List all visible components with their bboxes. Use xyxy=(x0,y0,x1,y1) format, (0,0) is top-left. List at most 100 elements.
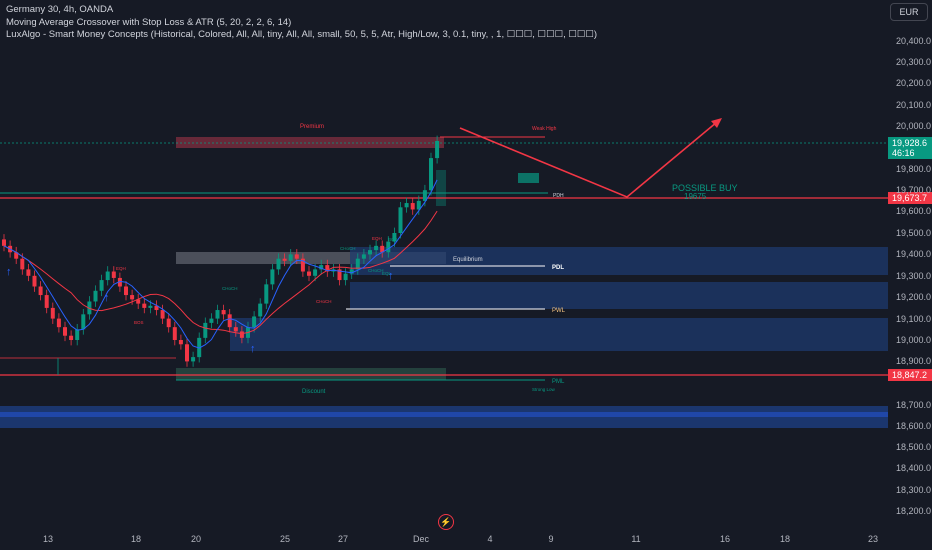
moving-averages xyxy=(3,179,438,349)
candle-body xyxy=(32,275,37,287)
candle-body xyxy=(337,269,342,281)
smc-zones xyxy=(0,137,888,428)
price-axis-label: 19,300.0 xyxy=(896,271,932,281)
current-price-value: 19,928.6 xyxy=(892,138,928,148)
time-axis-label: 9 xyxy=(548,534,554,544)
labels: Premium Weak High POSSIBLE BUY 19675 Equ… xyxy=(116,124,738,395)
candle-body xyxy=(435,140,440,159)
price-chart[interactable]: ↑ ↑ ↑ ↑ Premium Weak High POSSIBLE BUY 1… xyxy=(0,0,888,528)
lightning-icon[interactable]: ⚡ xyxy=(438,514,454,530)
bos-label: BOS xyxy=(134,320,144,325)
pml-label: PML xyxy=(552,379,565,385)
price-axis-label: 20,000.0 xyxy=(896,121,932,131)
countdown-value: 46:16 xyxy=(892,148,915,158)
choch-label: CHoCH xyxy=(368,268,384,273)
price-axis-label: 18,700.0 xyxy=(896,400,932,410)
candle-body xyxy=(221,310,226,315)
weak-high-label: Weak High xyxy=(532,126,557,132)
candle-body xyxy=(270,269,275,285)
candle-body xyxy=(294,254,299,259)
candle-body xyxy=(258,303,263,317)
time-axis-label: 27 xyxy=(337,534,349,544)
candle-body xyxy=(75,329,80,340)
price-axis-label: 18,900.0 xyxy=(896,356,932,366)
projection-path xyxy=(459,121,718,198)
candle-body xyxy=(154,305,159,311)
buy-arrow-icon: ↑ xyxy=(250,343,256,355)
candle-body xyxy=(209,318,214,323)
time-axis-label: 18 xyxy=(779,534,791,544)
candle-body xyxy=(227,314,232,328)
candle-body xyxy=(2,239,6,246)
candle-body xyxy=(166,318,171,328)
price-axis-label: 20,100.0 xyxy=(896,100,932,110)
price-axis-label: 19,800.0 xyxy=(896,164,932,174)
demand-zone-1 xyxy=(350,247,888,275)
level-low-tag: 18,847.2 xyxy=(888,369,932,381)
candle-body xyxy=(56,318,61,328)
candle-body xyxy=(410,203,415,210)
candle-body xyxy=(63,327,67,336)
indicator-smc[interactable]: LuxAlgo - Smart Money Concepts (Historic… xyxy=(6,29,598,40)
currency-button[interactable]: EUR xyxy=(890,3,928,21)
price-axis-label: 19,400.0 xyxy=(896,249,932,259)
price-axis-label: 19,500.0 xyxy=(896,228,932,238)
candle-body xyxy=(300,258,305,272)
candle-body xyxy=(374,245,379,251)
candle-body xyxy=(398,207,403,233)
fvg-box-2 xyxy=(436,170,446,206)
candle-body xyxy=(282,258,287,261)
candle-body xyxy=(203,322,208,338)
current-price-tag: 19,928.6 46:16 xyxy=(888,137,932,159)
time-axis-label: 18 xyxy=(130,534,142,544)
candle-body xyxy=(81,314,86,330)
pdl-label: PDL xyxy=(552,265,564,271)
price-axis-label: 19,700.0 xyxy=(896,185,932,195)
candle-body xyxy=(422,190,427,201)
possible-buy-price: 19675 xyxy=(684,192,707,201)
candle-body xyxy=(117,277,122,287)
candle-body xyxy=(142,303,147,308)
time-axis-label: Dec xyxy=(412,534,430,544)
price-axis-label: 19,600.0 xyxy=(896,206,932,216)
choch-label: CHoCH xyxy=(316,299,332,304)
candle-body xyxy=(191,357,196,362)
candle-body xyxy=(136,299,141,304)
strong-low-label: Strong Low xyxy=(532,387,556,392)
buy-arrow-icon: ↑ xyxy=(6,266,12,278)
indicator-ma-crossover[interactable]: Moving Average Crossover with Stop Loss … xyxy=(6,16,292,28)
price-axis-label: 20,300.0 xyxy=(896,57,932,67)
candle-body xyxy=(93,290,98,302)
price-axis-label: 20,400.0 xyxy=(896,36,932,46)
candles xyxy=(2,135,440,367)
premium-zone xyxy=(176,137,444,148)
time-axis-label: 23 xyxy=(867,534,879,544)
buy-arrow-icon: ↑ xyxy=(388,270,394,282)
price-axis-label: 18,400.0 xyxy=(896,463,932,473)
discount-zone xyxy=(176,368,446,380)
price-axis-label: 19,200.0 xyxy=(896,292,932,302)
ma-fast-line xyxy=(3,179,438,349)
candle-body xyxy=(69,335,74,340)
signal-arrows: ↑ ↑ ↑ ↑ xyxy=(6,266,394,355)
time-axis-label: 4 xyxy=(487,534,493,544)
candle-body xyxy=(178,340,183,345)
candle-body xyxy=(239,331,244,338)
price-axis-label: 19,100.0 xyxy=(896,314,932,324)
candle-body xyxy=(276,258,281,270)
candle-body xyxy=(14,252,19,259)
level-lines xyxy=(0,136,888,381)
price-axis-label: 18,600.0 xyxy=(896,421,932,431)
candle-body xyxy=(361,254,366,259)
candle-body xyxy=(288,254,293,261)
candle-body xyxy=(380,245,385,253)
candle-body xyxy=(148,305,153,308)
demand-zone-3 xyxy=(230,318,888,351)
candle-body xyxy=(252,316,257,328)
candle-body xyxy=(111,271,116,278)
choch-label: CHoCH xyxy=(222,286,238,291)
symbol-title[interactable]: Germany 30, 4h, OANDA xyxy=(6,4,114,15)
price-axis-label: 18,300.0 xyxy=(896,485,932,495)
eql-label: EQL xyxy=(382,271,392,276)
candle-body xyxy=(38,286,43,296)
